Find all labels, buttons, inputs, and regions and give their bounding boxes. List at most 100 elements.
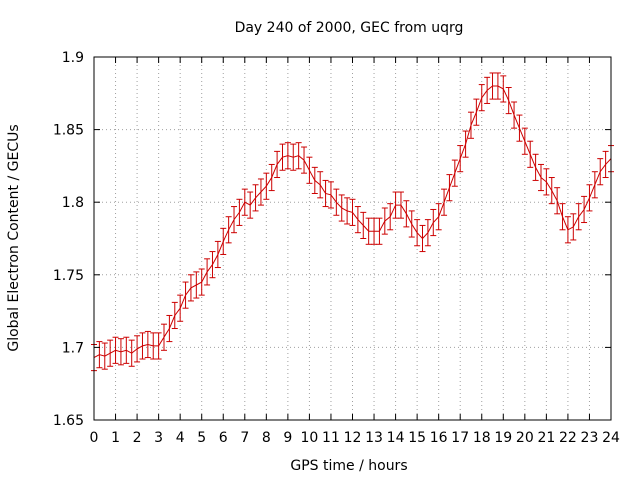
data-point [478, 84, 485, 112]
data-point [344, 197, 351, 225]
x-tick-label: 11 [322, 430, 340, 446]
y-tick-label: 1.8 [62, 195, 84, 211]
data-point [527, 140, 534, 168]
data-point [209, 251, 216, 279]
chart-title: Day 240 of 2000, GEC from uqrg [235, 20, 464, 36]
x-tick-label: 24 [602, 430, 620, 446]
data-point [214, 240, 221, 269]
data-point [537, 163, 544, 192]
data-point [327, 181, 334, 209]
data-point [182, 281, 189, 309]
data-point [155, 332, 162, 360]
data-point [150, 332, 157, 360]
data-point [521, 127, 528, 155]
data-point [247, 191, 254, 219]
data-point [295, 142, 302, 170]
data-point [403, 200, 410, 228]
data-point [107, 339, 114, 367]
data-point [161, 323, 168, 351]
data-point [360, 211, 367, 239]
x-tick-label: 14 [387, 430, 405, 446]
data-point [134, 335, 141, 363]
data-point [306, 156, 313, 184]
data-point [349, 198, 356, 226]
data-point [441, 188, 448, 216]
data-point [591, 171, 598, 199]
data-point [220, 227, 227, 255]
data-point [446, 174, 453, 202]
data-point [225, 216, 232, 244]
data-point [128, 339, 135, 367]
grid-lines [94, 57, 611, 420]
x-tick-label: 13 [365, 430, 383, 446]
x-tick-label: 12 [344, 430, 362, 446]
x-tick-label: 1 [111, 430, 120, 446]
data-point [263, 172, 270, 200]
data-point [139, 332, 146, 360]
data-point [430, 208, 437, 237]
data-point [419, 224, 426, 253]
x-tick-label: 22 [559, 430, 577, 446]
x-tick-label: 19 [494, 430, 512, 446]
data-point [575, 203, 582, 231]
data-point [414, 219, 421, 247]
x-tick-label: 17 [451, 430, 469, 446]
data-point [193, 271, 200, 299]
data-point [543, 168, 550, 196]
data-point [554, 187, 561, 215]
x-tick-label: 6 [219, 430, 228, 446]
x-tick-label: 23 [581, 430, 599, 446]
data-point [284, 142, 291, 170]
x-tick-label: 16 [430, 430, 448, 446]
data-point [290, 143, 297, 171]
data-point [166, 314, 173, 343]
data-point [408, 210, 415, 238]
data-point [489, 72, 496, 100]
x-tick-label: 10 [301, 430, 319, 446]
data-point [171, 301, 178, 330]
x-axis-label: GPS time / hours [290, 458, 407, 474]
data-point [301, 146, 308, 174]
x-tick-label: 5 [197, 430, 206, 446]
x-tick-label: 18 [473, 430, 491, 446]
data-point [376, 217, 383, 245]
x-tick-label: 20 [516, 430, 534, 446]
data-point [473, 98, 480, 126]
data-point [511, 101, 518, 129]
y-axis-label: Global Electron Content / GECUs [6, 124, 22, 351]
x-tick-label: 21 [537, 430, 555, 446]
data-point [177, 294, 184, 322]
y-tick-label: 1.85 [53, 123, 84, 139]
data-point [435, 203, 442, 231]
x-tick-label: 4 [176, 430, 185, 446]
data-point [268, 163, 275, 192]
data-point [354, 206, 361, 234]
y-tick-label: 1.65 [53, 413, 84, 429]
data-point [123, 336, 130, 364]
data-point [424, 219, 431, 247]
data-point [462, 130, 469, 158]
x-tick-label: 3 [154, 430, 163, 446]
data-point [96, 341, 103, 369]
data-point [311, 166, 318, 194]
data-point [322, 179, 329, 208]
x-tick-label: 7 [240, 430, 249, 446]
x-tick-label: 15 [408, 430, 426, 446]
data-point [516, 114, 523, 142]
data-point [570, 213, 577, 241]
data-point [241, 188, 248, 216]
data-point [597, 158, 604, 186]
data-point [548, 177, 555, 205]
data-point [117, 338, 124, 366]
data-point [602, 150, 609, 179]
data-point [257, 178, 264, 206]
data-point [564, 216, 571, 244]
series-gec [91, 72, 614, 372]
data-point [397, 191, 404, 219]
data-point [467, 111, 474, 139]
data-point [338, 194, 345, 222]
data-point [500, 75, 507, 103]
data-point [252, 184, 259, 212]
x-tick-label: 8 [262, 430, 271, 446]
